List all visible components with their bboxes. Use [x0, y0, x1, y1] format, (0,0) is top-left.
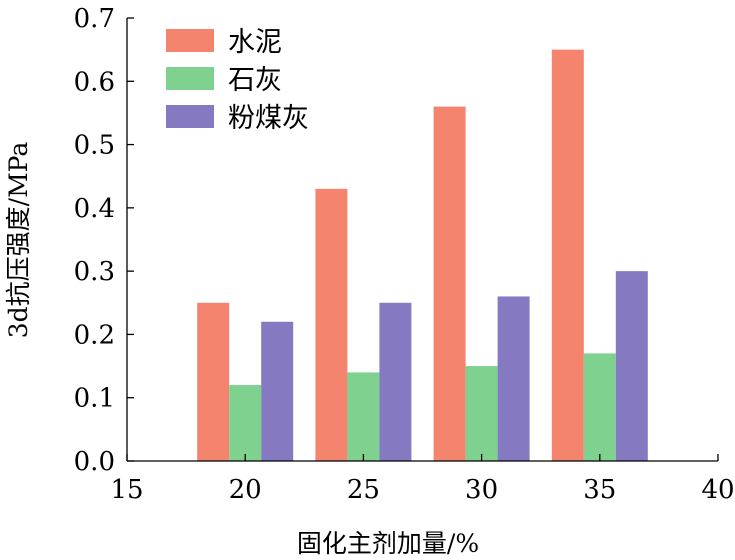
x-tick-label: 25: [347, 475, 380, 505]
legend-label-水泥: 水泥: [228, 27, 282, 58]
x-tick-label: 35: [583, 475, 616, 505]
bar-石灰-20: [229, 385, 262, 461]
bar-石灰-25: [347, 372, 380, 461]
y-tick-label: 0.1: [74, 384, 115, 414]
x-tick-label: 40: [701, 475, 734, 505]
y-axis-title: 3d抗压强度/MPa: [4, 142, 33, 339]
bar-水泥-25: [315, 188, 348, 461]
y-tick-label: 0.7: [74, 4, 115, 34]
bar-水泥-20: [197, 302, 230, 461]
y-tick-label: 0.3: [74, 257, 115, 287]
legend-label-粉煤灰: 粉煤灰: [228, 103, 309, 134]
y-tick-label: 0.5: [74, 131, 115, 161]
bar-粉煤灰-25: [379, 302, 412, 461]
x-axis-title: 固化主剂加量/%: [297, 529, 479, 558]
legend-swatch-石灰: [166, 67, 214, 90]
axes-layer: 0.0 0.1 0.2 0.3 0.4 0.5 0.6 0.7 15 20 25 30 35 40: [74, 4, 735, 505]
bar-粉煤灰-35: [615, 271, 648, 461]
y-tick-label: 0.6: [74, 67, 115, 97]
legend-label-石灰: 石灰: [228, 65, 282, 96]
x-tick-label: 20: [229, 475, 262, 505]
legend-swatch-粉煤灰: [166, 105, 214, 128]
y-tick-label: 0.2: [74, 320, 115, 350]
legend-swatch-水泥: [166, 29, 214, 52]
bar-石灰-30: [465, 366, 498, 461]
y-tick-label: 0.0: [74, 447, 115, 477]
bar-石灰-35: [583, 353, 616, 461]
bar-粉煤灰-20: [261, 321, 294, 461]
x-tick-label: 15: [110, 475, 143, 505]
y-tick-label: 0.4: [74, 194, 115, 224]
bar-水泥-35: [551, 49, 584, 462]
bars-layer: [197, 49, 648, 462]
bar-水泥-30: [433, 106, 466, 461]
bar-粉煤灰-30: [497, 296, 530, 461]
x-tick-label: 30: [465, 475, 498, 505]
